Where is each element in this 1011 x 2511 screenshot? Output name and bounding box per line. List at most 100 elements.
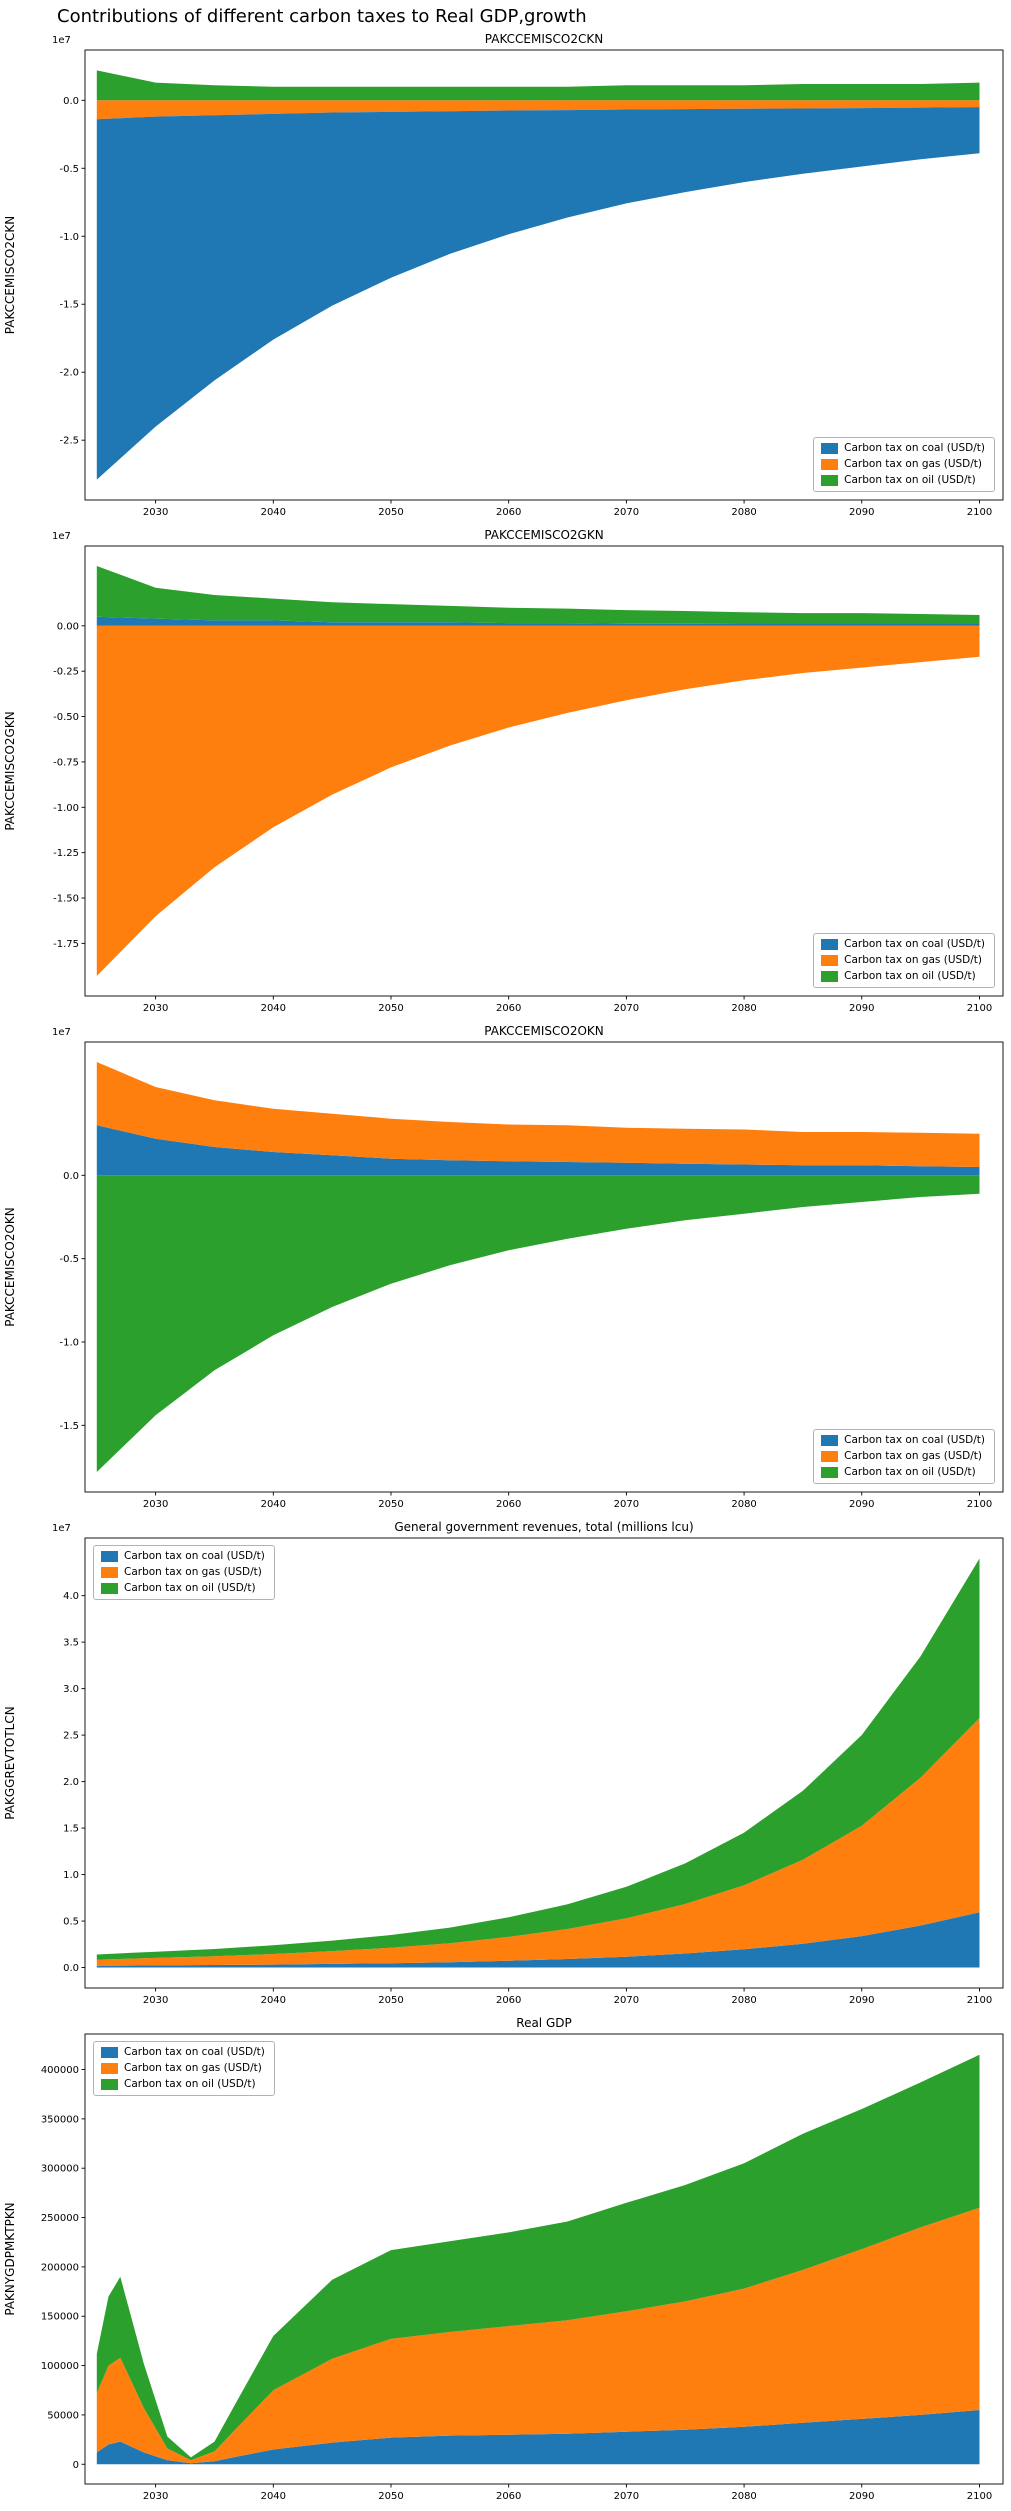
legend-entry-oil: Carbon tax on oil (USD/t) <box>101 2079 265 2090</box>
y-axis-offset-text: 1e7 <box>52 35 71 46</box>
legend-label: Carbon tax on coal (USD/t) <box>844 442 985 455</box>
x-tick-label: 2030 <box>143 1499 168 1510</box>
legend: Carbon tax on coal (USD/t) Carbon tax on… <box>813 933 995 988</box>
area-oil <box>96 566 980 624</box>
y-tick-label: 0.0 <box>63 1171 79 1182</box>
area-gas <box>96 625 980 976</box>
legend-entry-coal: Carbon tax on coal (USD/t) <box>101 2047 265 2058</box>
y-tick-label: 0.00 <box>57 621 79 632</box>
y-tick-label: -2.5 <box>59 436 79 447</box>
subplot-govt-revenues: 0.0 0.5 1.0 1.5 2.0 2.5 3.0 3.5 4.0 2030 2040 2050 2… <box>0 1518 1011 2014</box>
y-tick-label: 350000 <box>41 2114 79 2125</box>
y-tick-label: 0.5 <box>63 1917 79 1928</box>
legend-swatch-coal <box>821 1435 839 1446</box>
legend-label: Carbon tax on gas (USD/t) <box>124 1566 262 1579</box>
legend-swatch-coal <box>101 2047 118 2058</box>
axes-frame <box>84 1041 1004 1493</box>
legend-label: Carbon tax on gas (USD/t) <box>844 458 983 471</box>
legend-swatch-oil <box>821 971 839 982</box>
y-tick-label: -1.5 <box>59 1421 79 1432</box>
x-tick-label: 2100 <box>967 2491 992 2502</box>
x-tick-label: 2060 <box>496 1003 521 1014</box>
subplot-title: PAKCCEMISCO2GKN <box>484 528 603 542</box>
plot-area-svg: 0.0 -0.5 -1.0 -1.5 -2.0 -2.5 2030 2040 2050 2060 2… <box>3 32 1004 518</box>
area-coal <box>96 616 980 626</box>
legend-swatch-oil <box>101 2079 118 2090</box>
x-tick-label: 2050 <box>378 1003 403 1014</box>
axes-frame <box>84 545 1004 997</box>
legend-entry-oil: Carbon tax on oil (USD/t) <box>821 475 985 486</box>
legend-entry-oil: Carbon tax on oil (USD/t) <box>821 971 985 982</box>
x-tick-label: 2080 <box>731 1499 756 1510</box>
x-tick-label: 2090 <box>849 1003 874 1014</box>
y-tick-label: -0.5 <box>59 1254 79 1265</box>
x-tick-label: 2040 <box>261 507 286 518</box>
subplot-pakccemisco2ckn: 0.0 -0.5 -1.0 -1.5 -2.0 -2.5 2030 2040 2050 2060 2… <box>0 30 1011 526</box>
y-tick-label: -2.0 <box>59 368 79 379</box>
legend-entry-gas: Carbon tax on gas (USD/t) <box>821 955 985 966</box>
area-coal <box>96 2410 980 2465</box>
area-coal <box>96 107 980 480</box>
y-tick-label: 0.0 <box>63 96 79 107</box>
y-axis-label: PAKCCEMISCO2GKN <box>3 711 17 830</box>
legend-swatch-coal <box>821 939 839 950</box>
legend-swatch-coal <box>101 1551 118 1562</box>
legend-swatch-coal <box>821 443 839 454</box>
plot-area-svg: 0.0 -0.5 -1.0 -1.5 2030 2040 2050 2060 2070 2080 2… <box>3 1024 1004 1510</box>
legend-label: Carbon tax on gas (USD/t) <box>844 1450 983 1463</box>
y-axis-label: PAKNYGDPMKTPKN <box>3 2202 17 2315</box>
area-oil <box>96 70 980 101</box>
y-tick-label: -0.75 <box>53 757 79 768</box>
area-gas <box>96 100 980 120</box>
x-tick-label: 2080 <box>731 1003 756 1014</box>
legend-swatch-gas <box>101 2063 118 2074</box>
legend-entry-coal: Carbon tax on coal (USD/t) <box>821 939 985 950</box>
x-tick-label: 2030 <box>143 1995 168 2006</box>
x-tick-label: 2090 <box>849 507 874 518</box>
y-tick-label: 400000 <box>41 2065 79 2076</box>
x-tick-label: 2050 <box>378 507 403 518</box>
y-tick-label: 150000 <box>41 2312 79 2323</box>
x-tick-label: 2100 <box>967 1499 992 1510</box>
area-oil <box>96 2054 980 2461</box>
x-tick-label: 2060 <box>496 1995 521 2006</box>
legend-swatch-gas <box>821 1451 839 1462</box>
y-tick-label: -1.00 <box>53 803 79 814</box>
x-tick-label: 2070 <box>614 1499 639 1510</box>
legend: Carbon tax on coal (USD/t) Carbon tax on… <box>93 2041 275 2096</box>
y-tick-label: 1.0 <box>63 1870 79 1881</box>
x-tick-label: 2040 <box>261 1003 286 1014</box>
y-tick-label: -1.50 <box>53 894 79 905</box>
x-tick-label: 2050 <box>378 2491 403 2502</box>
x-tick-label: 2070 <box>614 1995 639 2006</box>
x-tick-label: 2070 <box>614 507 639 518</box>
x-tick-label: 2040 <box>261 1499 286 1510</box>
x-tick-label: 2090 <box>849 1995 874 2006</box>
figure-title: Contributions of different carbon taxes … <box>57 6 587 27</box>
legend-swatch-oil <box>821 1467 839 1478</box>
legend: Carbon tax on coal (USD/t) Carbon tax on… <box>813 437 995 492</box>
y-tick-label: 0 <box>73 2460 79 2471</box>
legend-swatch-gas <box>821 955 839 966</box>
axes-frame <box>84 49 1004 501</box>
legend-label: Carbon tax on oil (USD/t) <box>844 970 976 983</box>
legend-label: Carbon tax on gas (USD/t) <box>124 2062 262 2075</box>
x-tick-label: 2070 <box>614 2491 639 2502</box>
legend-entry-coal: Carbon tax on coal (USD/t) <box>821 1435 985 1446</box>
x-tick-label: 2050 <box>378 1995 403 2006</box>
y-axis-label: PAKGGREVTOTLCN <box>3 1706 17 1819</box>
axes-frame <box>84 1537 1004 1989</box>
legend-label: Carbon tax on oil (USD/t) <box>844 474 976 487</box>
subplot-title: PAKCCEMISCO2OKN <box>484 1024 604 1038</box>
y-tick-label: 2.5 <box>63 1731 79 1742</box>
x-tick-label: 2080 <box>731 507 756 518</box>
y-axis-offset-text: 1e7 <box>52 1027 71 1038</box>
y-tick-label: 4.0 <box>63 1591 79 1602</box>
legend-entry-oil: Carbon tax on oil (USD/t) <box>821 1467 985 1478</box>
legend-label: Carbon tax on oil (USD/t) <box>124 2078 256 2091</box>
y-axis-label: PAKCCEMISCO2CKN <box>3 216 17 334</box>
area-gas <box>96 1718 980 1966</box>
legend: Carbon tax on coal (USD/t) Carbon tax on… <box>93 1545 275 1600</box>
legend-label: Carbon tax on oil (USD/t) <box>844 1466 976 1479</box>
